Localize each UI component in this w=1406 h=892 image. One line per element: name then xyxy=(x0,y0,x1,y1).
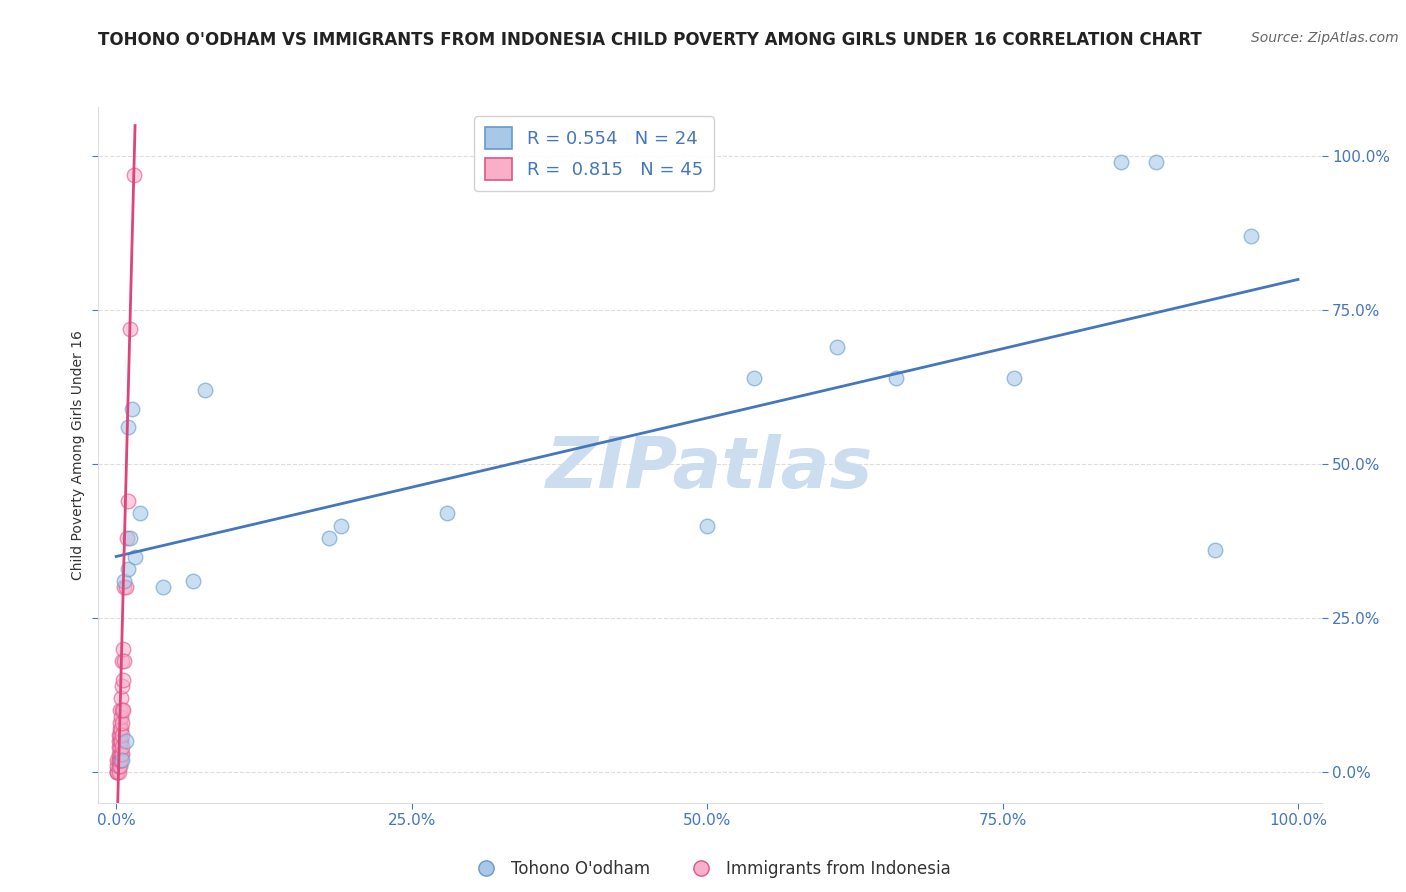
Point xyxy=(108,734,131,748)
Point xyxy=(110,722,132,736)
Point xyxy=(112,580,135,594)
Point xyxy=(111,679,134,693)
Point xyxy=(117,562,139,576)
Point xyxy=(1109,155,1132,169)
Point xyxy=(128,507,150,521)
Point xyxy=(111,703,134,717)
Point xyxy=(110,747,132,761)
Y-axis label: Child Poverty Among Girls Under 16: Child Poverty Among Girls Under 16 xyxy=(70,330,84,580)
Point xyxy=(110,753,132,767)
Point xyxy=(107,734,129,748)
Point xyxy=(1002,371,1025,385)
Point xyxy=(181,574,204,589)
Point xyxy=(884,371,907,385)
Text: ZIPatlas: ZIPatlas xyxy=(547,434,873,503)
Point xyxy=(108,759,131,773)
Point xyxy=(744,371,766,385)
Point xyxy=(1144,155,1167,169)
Point xyxy=(108,715,131,730)
Point xyxy=(318,531,340,545)
Point xyxy=(1240,229,1263,244)
Point xyxy=(122,168,145,182)
Point xyxy=(108,728,131,742)
Text: Source: ZipAtlas.com: Source: ZipAtlas.com xyxy=(1251,31,1399,45)
Point xyxy=(152,580,174,594)
Point xyxy=(105,764,128,779)
Point xyxy=(121,401,143,416)
Point xyxy=(108,703,131,717)
Point xyxy=(111,728,134,742)
Point xyxy=(108,740,131,755)
Point xyxy=(105,764,128,779)
Point xyxy=(696,518,718,533)
Point xyxy=(112,641,135,656)
Point xyxy=(107,728,129,742)
Point xyxy=(107,740,129,755)
Point xyxy=(111,740,134,755)
Legend: Tohono O'odham, Immigrants from Indonesia: Tohono O'odham, Immigrants from Indonesi… xyxy=(463,854,957,885)
Point xyxy=(112,703,135,717)
Point xyxy=(825,340,848,354)
Point xyxy=(108,753,131,767)
Point xyxy=(105,753,128,767)
Point xyxy=(107,753,129,767)
Point xyxy=(111,747,134,761)
Point xyxy=(107,747,129,761)
Text: TOHONO O'ODHAM VS IMMIGRANTS FROM INDONESIA CHILD POVERTY AMONG GIRLS UNDER 16 C: TOHONO O'ODHAM VS IMMIGRANTS FROM INDONE… xyxy=(98,31,1202,49)
Point xyxy=(111,753,134,767)
Point xyxy=(1204,543,1226,558)
Point xyxy=(111,715,134,730)
Point xyxy=(105,759,128,773)
Point xyxy=(329,518,352,533)
Point xyxy=(108,747,131,761)
Point xyxy=(115,531,138,545)
Point xyxy=(107,759,129,773)
Point xyxy=(120,321,142,335)
Point xyxy=(110,709,132,723)
Point xyxy=(105,764,128,779)
Point xyxy=(107,764,129,779)
Point xyxy=(194,384,217,398)
Point xyxy=(110,691,132,706)
Point xyxy=(114,580,136,594)
Point xyxy=(108,722,131,736)
Point xyxy=(112,574,135,589)
Point xyxy=(436,507,458,521)
Point xyxy=(117,494,139,508)
Point xyxy=(112,654,135,668)
Point xyxy=(120,531,142,545)
Point xyxy=(112,673,135,687)
Point xyxy=(110,734,132,748)
Point xyxy=(114,734,136,748)
Point xyxy=(117,420,139,434)
Point xyxy=(111,654,134,668)
Point xyxy=(124,549,146,564)
Point xyxy=(107,753,129,767)
